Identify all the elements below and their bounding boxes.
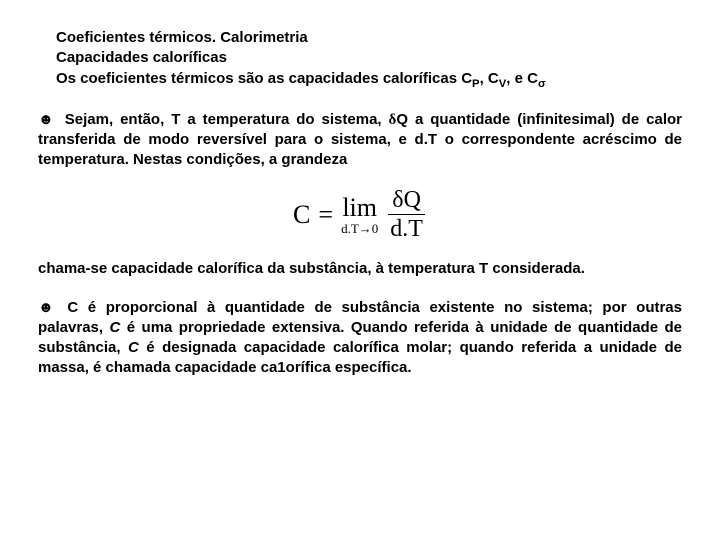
line3-prefix: Os coeficientes térmicos são as capacida… bbox=[56, 70, 472, 87]
lim-text: lim bbox=[342, 195, 377, 221]
header-block: Coeficientes térmicos. Calorimetria Capa… bbox=[56, 28, 682, 92]
paragraph-3: ☻ C é proporcional à quantidade de subst… bbox=[38, 298, 682, 379]
line3-mid1: , C bbox=[480, 70, 499, 87]
paragraph-2: chama-se capacidade calorífica da substâ… bbox=[38, 259, 682, 279]
line3-mid2: , e C bbox=[506, 70, 538, 87]
paragraph-1: ☻ Sejam, então, T a temperatura do siste… bbox=[38, 110, 682, 171]
title-line-1: Coeficientes térmicos. Calorimetria bbox=[56, 28, 682, 48]
formula: C = lim d.T→0 δQ d.T bbox=[293, 188, 427, 241]
fraction: δQ d.T bbox=[386, 188, 427, 241]
numerator: δQ bbox=[388, 188, 425, 215]
p2-text: chama-se capacidade calorífica da substâ… bbox=[38, 260, 585, 277]
italic-c-2: C bbox=[128, 339, 139, 356]
equals-sign: = bbox=[318, 200, 333, 230]
sub-p: P bbox=[472, 78, 480, 90]
formula-block: C = lim d.T→0 δQ d.T bbox=[38, 188, 682, 241]
denominator: d.T bbox=[386, 215, 427, 241]
slide-page: Coeficientes térmicos. Calorimetria Capa… bbox=[0, 0, 720, 399]
lim-sub: d.T→0 bbox=[341, 222, 378, 235]
sub-sigma: σ bbox=[538, 78, 546, 90]
title-line-3: Os coeficientes térmicos são as capacida… bbox=[56, 69, 682, 92]
p1-text-a: Sejam, então, T a temperatura do sistema… bbox=[58, 111, 389, 128]
bullet-icon: ☻ bbox=[38, 299, 54, 316]
italic-c-1: C bbox=[109, 319, 120, 336]
title-line-2: Capacidades caloríficas bbox=[56, 48, 682, 68]
limit-notation: lim d.T→0 bbox=[341, 195, 378, 235]
formula-lhs: C bbox=[293, 200, 310, 230]
bullet-icon: ☻ bbox=[38, 111, 54, 128]
